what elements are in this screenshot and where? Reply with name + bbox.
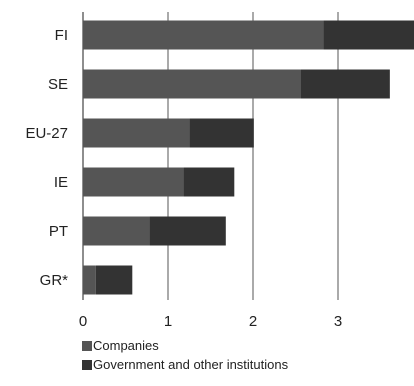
- x-tick-label: 2: [249, 313, 257, 330]
- bar-government-EU-27: [189, 118, 254, 148]
- bar-companies-EU-27: [83, 118, 190, 148]
- bar-government-PT: [149, 216, 226, 246]
- bar-companies-IE: [83, 167, 184, 197]
- category-label: GR*: [40, 272, 69, 289]
- bar-companies-FI: [83, 20, 324, 50]
- legend-label-companies: Companies: [93, 338, 159, 353]
- legend-item-government: Government and other institutions: [82, 357, 288, 372]
- category-label: SE: [48, 76, 68, 93]
- bar-government-GR*: [95, 265, 133, 295]
- bars: [83, 20, 414, 295]
- category-label: IE: [54, 174, 68, 191]
- category-label: EU-27: [25, 125, 68, 142]
- legend-swatch-government: [82, 359, 92, 370]
- bar-companies-SE: [83, 69, 301, 99]
- x-tick-label: 0: [79, 313, 87, 330]
- x-tick-label: 1: [164, 313, 172, 330]
- category-label: PT: [49, 223, 68, 240]
- legend-label-government: Government and other institutions: [93, 357, 289, 372]
- gridlines: [82, 12, 339, 300]
- bar-companies-GR*: [83, 265, 96, 295]
- bar-government-IE: [183, 167, 235, 197]
- bar-companies-PT: [83, 216, 150, 246]
- x-tick-label: 3: [334, 313, 342, 330]
- category-labels: FI SE EU-27 IE PT GR*: [25, 27, 68, 289]
- legend-swatch-companies: [82, 340, 92, 351]
- x-tick-labels: 0 1 2 3: [79, 313, 342, 330]
- legend-item-companies: Companies: [82, 338, 159, 353]
- bar-government-SE: [300, 69, 390, 99]
- category-label: FI: [55, 27, 68, 44]
- bar-government-FI: [323, 20, 414, 50]
